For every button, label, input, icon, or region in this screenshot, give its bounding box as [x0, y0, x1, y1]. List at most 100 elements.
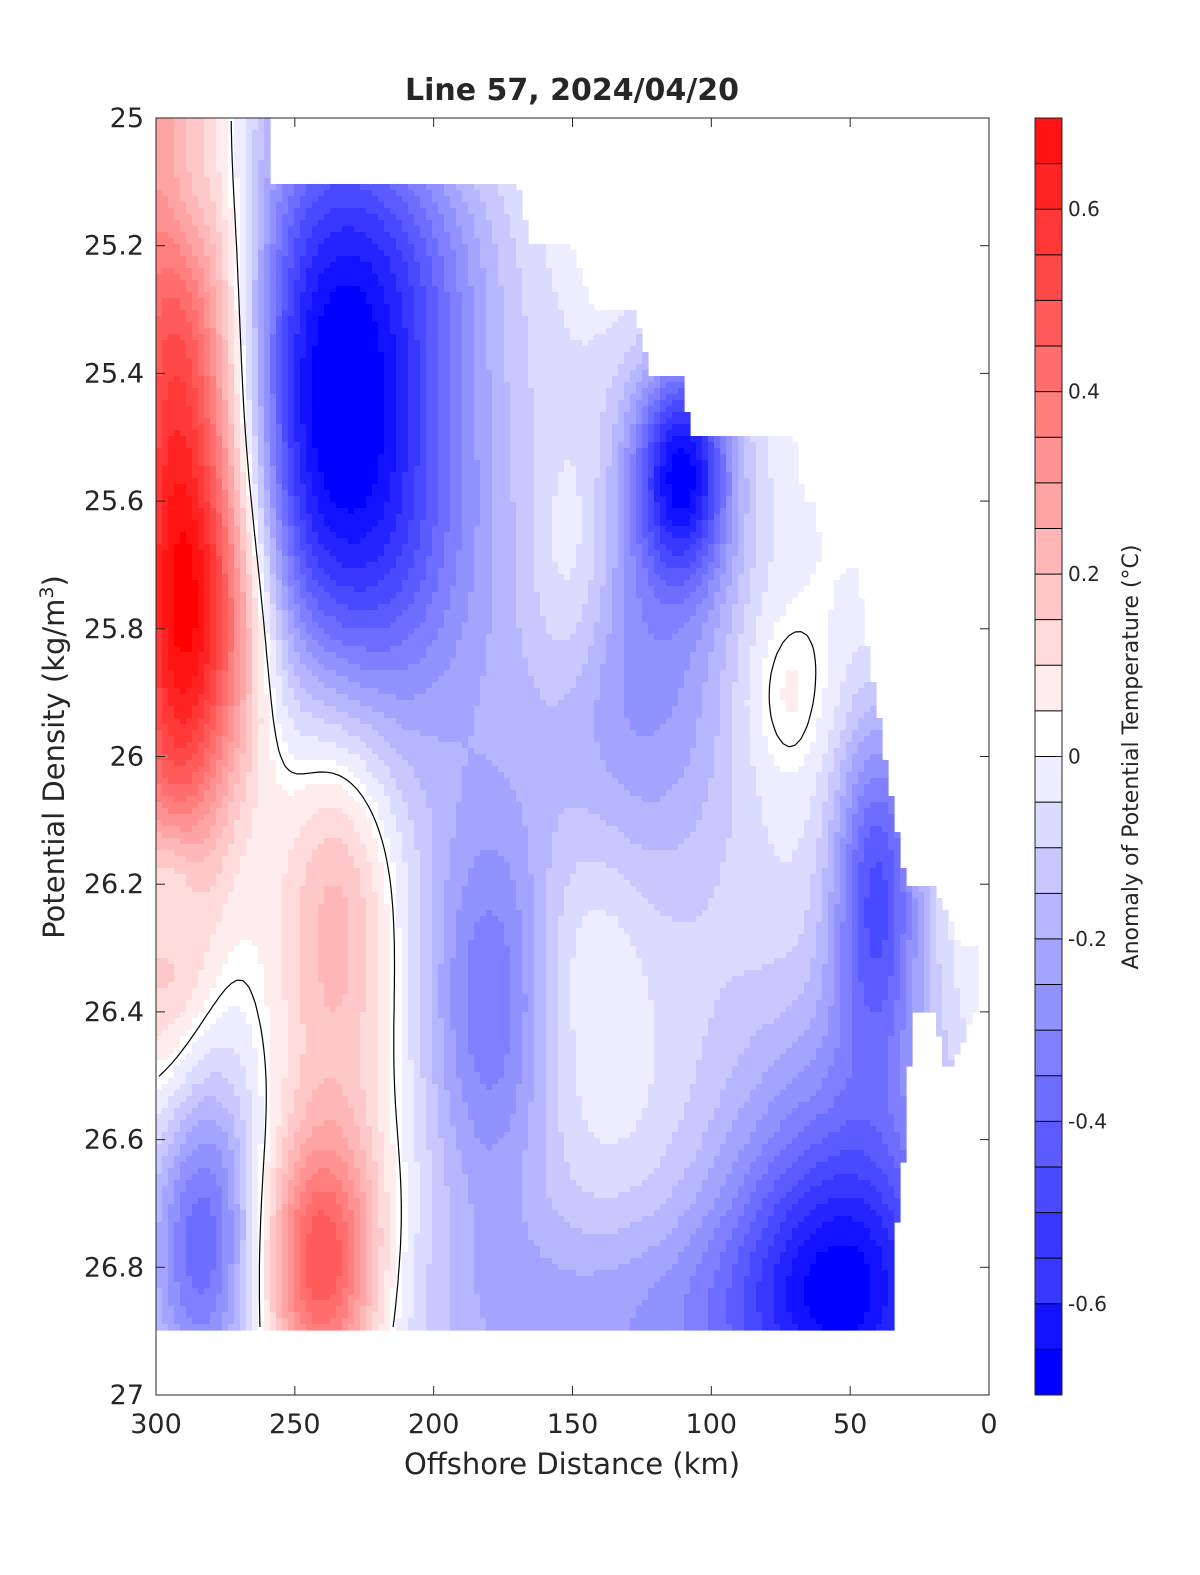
heatmap-cell [180, 442, 187, 449]
heatmap-cell [288, 466, 295, 473]
heatmap-cell [480, 286, 487, 293]
heatmap-cell [474, 304, 481, 311]
heatmap-cell [738, 490, 745, 497]
heatmap-cell [474, 214, 481, 221]
heatmap-cell [600, 310, 607, 317]
heatmap-cell [168, 502, 175, 509]
heatmap-cell [234, 370, 241, 377]
heatmap-cell [276, 208, 283, 215]
heatmap-cell [576, 388, 583, 395]
heatmap-cell [342, 310, 349, 317]
heatmap-cell [492, 274, 499, 281]
heatmap-cell [318, 478, 325, 485]
heatmap-cell [246, 484, 253, 491]
heatmap-cell [534, 250, 541, 257]
heatmap-cell [624, 430, 631, 437]
heatmap-cell [312, 442, 319, 449]
heatmap-cell [306, 322, 313, 329]
heatmap-cell [564, 274, 571, 281]
heatmap-cell [312, 370, 319, 377]
heatmap-cell [180, 346, 187, 353]
heatmap-cell [222, 460, 229, 467]
heatmap-cell [168, 208, 175, 215]
heatmap-cell [156, 514, 163, 521]
heatmap-cell [582, 484, 589, 491]
heatmap-cell [396, 364, 403, 371]
heatmap-cell [504, 334, 511, 341]
heatmap-cell [606, 394, 613, 401]
heatmap-cell [480, 334, 487, 341]
heatmap-cell [534, 484, 541, 491]
heatmap-cell [222, 352, 229, 359]
heatmap-cell [156, 472, 163, 479]
heatmap-cell [594, 376, 601, 383]
heatmap-cell [402, 202, 409, 209]
heatmap-cell [450, 184, 457, 191]
heatmap-cell [540, 442, 547, 449]
heatmap-cell [216, 190, 223, 197]
heatmap-cell [228, 190, 235, 197]
heatmap-cell [216, 514, 223, 521]
heatmap-cell [648, 376, 655, 383]
heatmap-cell [426, 328, 433, 335]
heatmap-cell [630, 490, 637, 497]
heatmap-cell [252, 388, 259, 395]
heatmap-cell [726, 502, 733, 509]
heatmap-cell [234, 124, 241, 131]
heatmap-cell [552, 316, 559, 323]
heatmap-cell [354, 472, 361, 479]
heatmap-cell [438, 472, 445, 479]
heatmap-cell [606, 448, 613, 455]
heatmap-cell [174, 334, 181, 341]
heatmap-cell [204, 346, 211, 353]
heatmap-cell [438, 442, 445, 449]
heatmap-cell [366, 508, 373, 515]
heatmap-cell [474, 460, 481, 467]
heatmap-cell [456, 460, 463, 467]
heatmap-cell [498, 214, 505, 221]
heatmap-cell [258, 334, 265, 341]
heatmap-cell [246, 454, 253, 461]
heatmap-cell [708, 514, 715, 521]
heatmap-cell [492, 436, 499, 443]
heatmap-cell [570, 388, 577, 395]
heatmap-cell [498, 418, 505, 425]
heatmap-cell [192, 310, 199, 317]
heatmap-cell [264, 268, 271, 275]
heatmap-cell [738, 454, 745, 461]
heatmap-cell [306, 412, 313, 419]
heatmap-cell [162, 328, 169, 335]
heatmap-cell [246, 388, 253, 395]
heatmap-cell [204, 178, 211, 185]
heatmap-cell [396, 268, 403, 275]
heatmap-cell [222, 298, 229, 305]
heatmap-cell [204, 352, 211, 359]
heatmap-cell [444, 346, 451, 353]
heatmap-cell [534, 430, 541, 437]
heatmap-cell [228, 316, 235, 323]
heatmap-cell [222, 484, 229, 491]
heatmap-cell [396, 514, 403, 521]
heatmap-cell [570, 274, 577, 281]
heatmap-cell [282, 310, 289, 317]
heatmap-cell [252, 370, 259, 377]
heatmap-cell [234, 448, 241, 455]
heatmap-cell [300, 196, 307, 203]
heatmap-cell [744, 454, 751, 461]
heatmap-cell [546, 364, 553, 371]
heatmap-cell [480, 394, 487, 401]
heatmap-cell [660, 442, 667, 449]
heatmap-cell [750, 460, 757, 467]
heatmap-cell [174, 208, 181, 215]
heatmap-cell [216, 196, 223, 203]
heatmap-cell [174, 352, 181, 359]
heatmap-cell [222, 184, 229, 191]
heatmap-cell [546, 478, 553, 485]
heatmap-cell [228, 238, 235, 245]
heatmap-cell [228, 442, 235, 449]
heatmap-cell [636, 460, 643, 467]
heatmap-cell [558, 520, 565, 527]
heatmap-cell [720, 472, 727, 479]
heatmap-cell [168, 166, 175, 173]
heatmap-cell [228, 448, 235, 455]
